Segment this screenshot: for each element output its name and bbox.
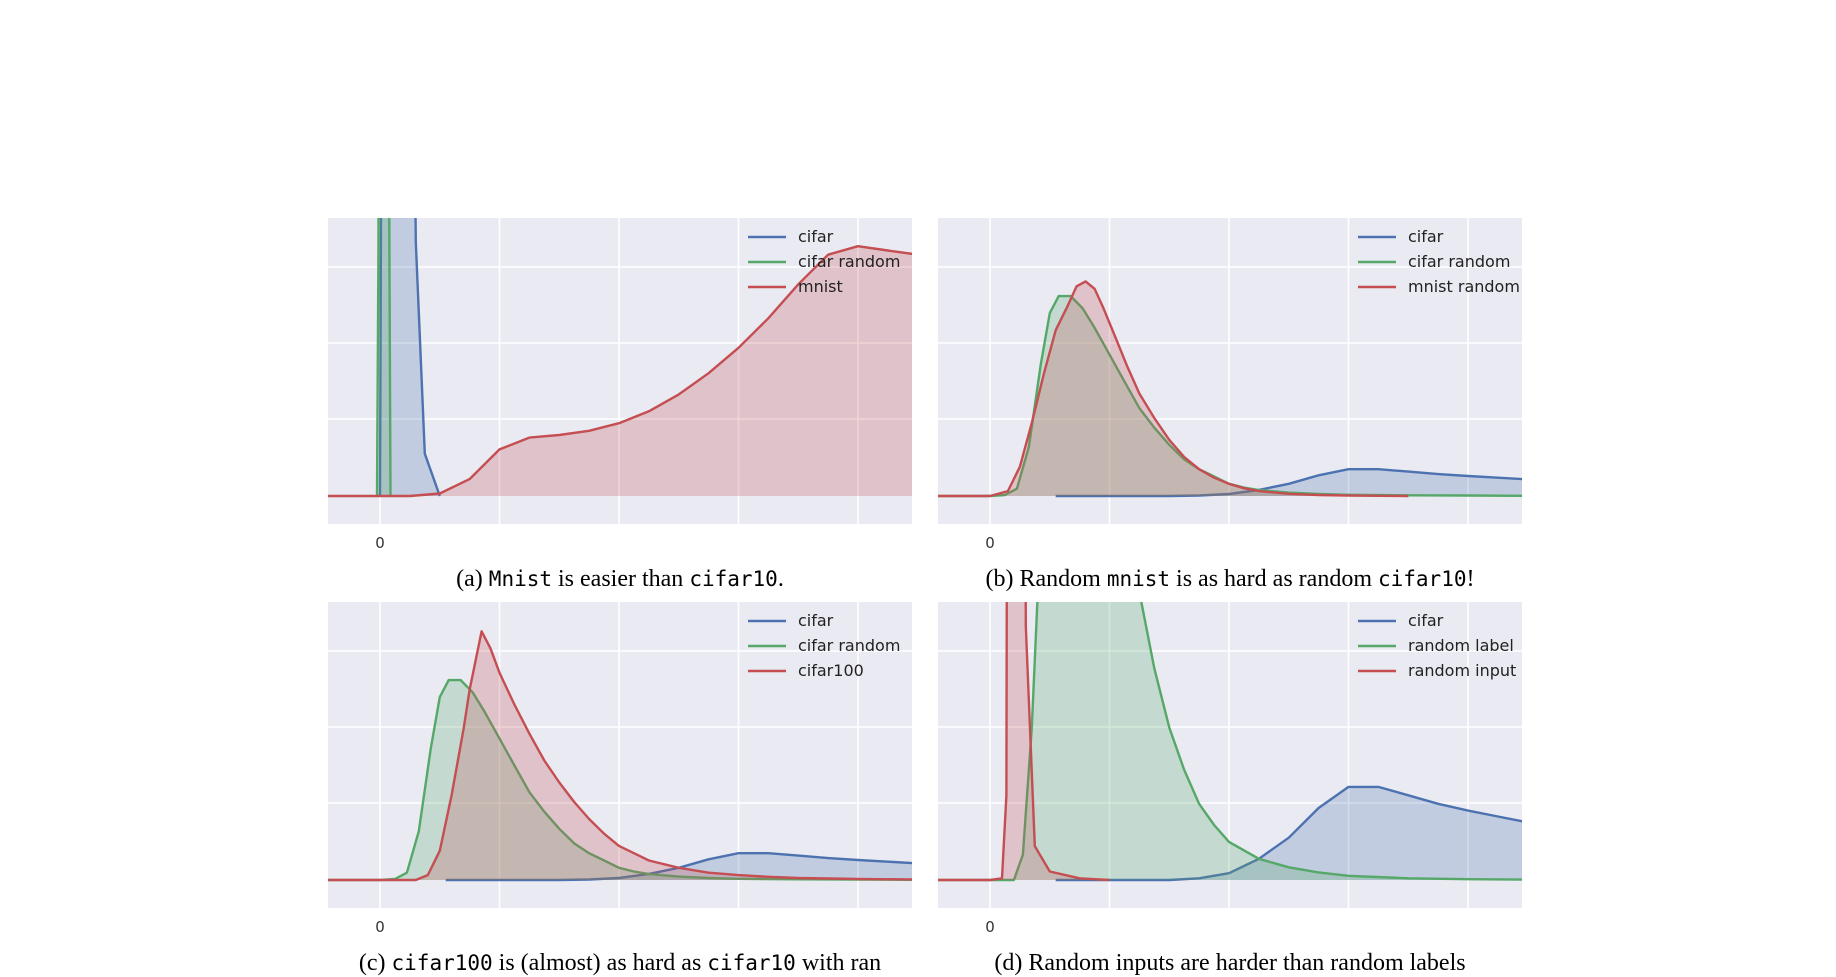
caption-text: (d) Random inputs are harder than random… — [994, 950, 1466, 976]
legend-label: cifar random — [1408, 252, 1510, 271]
legend-label: cifar — [1408, 227, 1444, 246]
x-tick-label: 0 — [985, 918, 995, 936]
caption-text: is (almost) as hard as — [492, 950, 708, 976]
series-area — [1055, 786, 1522, 880]
chart-b: 0 cifar cifar random mnist random — [938, 218, 1522, 552]
series-area — [938, 602, 1522, 880]
series-area — [938, 602, 1110, 880]
x-tick-label: 0 — [375, 534, 385, 552]
caption-code: cifar100 — [391, 951, 493, 975]
series-area — [328, 680, 912, 880]
series-area — [328, 246, 912, 496]
series-line — [328, 245, 912, 498]
caption-text: (c) — [358, 950, 392, 976]
caption-text: ! — [1466, 566, 1475, 592]
series-line — [938, 602, 1522, 882]
x-tick-label: 0 — [375, 918, 385, 936]
legend-label: cifar100 — [798, 661, 864, 680]
panel-a: 0 cifar cifar random mnist (a) Mnist is eas… — [328, 218, 912, 592]
series-line — [1055, 468, 1522, 498]
caption-text: is easier than — [552, 566, 690, 592]
caption-d: (d) Random inputs are harder than random… — [918, 950, 1542, 977]
series-area — [380, 218, 440, 496]
series-line — [328, 630, 912, 882]
legend-label: cifar — [798, 227, 834, 246]
caption-code: cifar10 — [689, 567, 778, 591]
caption-code: cifar10 — [707, 951, 796, 975]
caption-c: (c) cifar100 is (almost) as hard as cifa… — [308, 950, 932, 977]
legend-label: mnist random — [1408, 277, 1520, 296]
legend-label: cifar random — [798, 252, 900, 271]
legend-label: cifar — [1408, 611, 1444, 630]
legend-label: mnist — [798, 277, 843, 296]
legend-label: random label — [1408, 636, 1514, 655]
series-area — [377, 218, 391, 496]
legend-label: cifar random — [798, 636, 900, 655]
series-area — [1055, 469, 1522, 496]
chart-c: 0 cifar cifar random cifar100 — [328, 602, 912, 936]
caption-text: (a) — [456, 566, 489, 592]
series-area — [445, 853, 912, 880]
caption-text: with ran — [795, 950, 882, 976]
legend-label: random input — [1408, 661, 1516, 680]
caption-b: (b) Random mnist is as hard as random ci… — [918, 566, 1542, 593]
panel-d: 0 cifar random label random input (d) Rando… — [938, 602, 1522, 976]
panel-b: 0 cifar cifar random mnist random (b) Rando… — [938, 218, 1522, 592]
series-line — [445, 852, 912, 882]
caption-text: is as hard as random — [1170, 566, 1378, 592]
series-area — [938, 296, 1522, 496]
caption-a: (a) Mnist is easier than cifar10. — [308, 566, 932, 593]
series-area — [328, 631, 912, 880]
caption-code: cifar10 — [1377, 567, 1467, 591]
caption-code: Mnist — [488, 567, 553, 591]
caption-code: mnist — [1106, 567, 1171, 591]
panel-c: 0 cifar cifar random cifar100 (c) cifar10 0 … — [328, 602, 912, 976]
chart-a: 0 cifar cifar random mnist — [328, 218, 912, 552]
series-line — [938, 280, 1409, 498]
x-tick-label: 0 — [985, 534, 995, 552]
legend-label: cifar — [798, 611, 834, 630]
series-line — [938, 602, 1110, 882]
caption-text: (b) Random — [985, 566, 1107, 592]
series-line — [1055, 785, 1522, 882]
caption-text: . — [777, 566, 784, 592]
series-line — [328, 678, 912, 882]
chart-d: 0 cifar random label random input — [938, 602, 1522, 936]
